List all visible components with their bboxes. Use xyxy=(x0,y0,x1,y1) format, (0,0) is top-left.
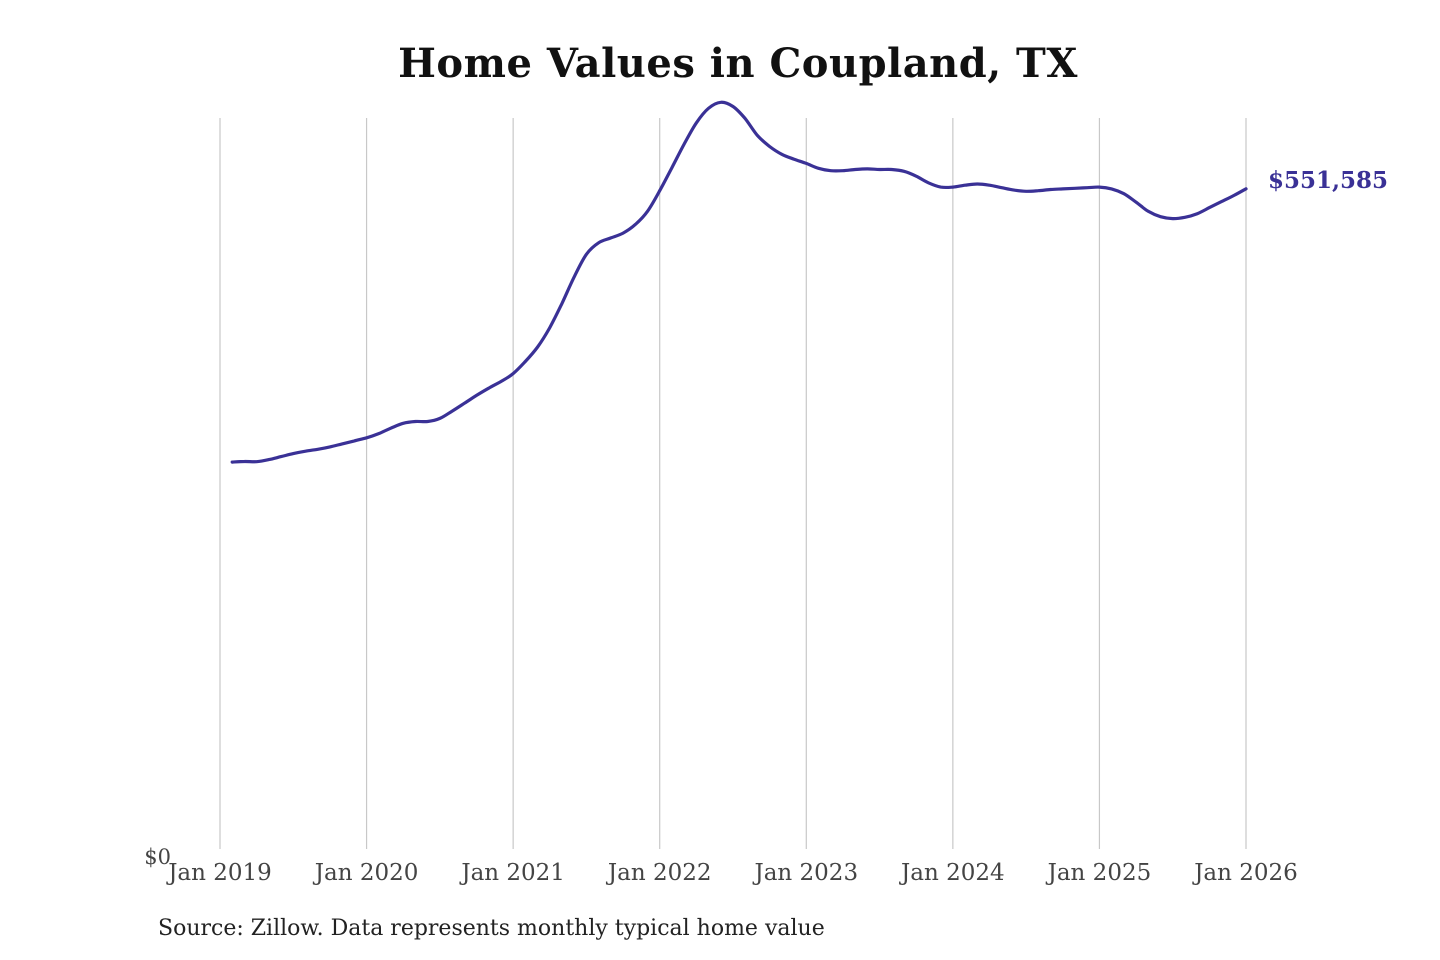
chart-title: Home Values in Coupland, TX xyxy=(398,40,1078,87)
x-tick-label: Jan 2022 xyxy=(606,860,712,886)
x-axis-ticks: Jan 2019 Jan 2020 Jan 2021 Jan 2022 Jan 2023… xyxy=(166,860,1298,886)
x-tick-label: Jan 2026 xyxy=(1192,860,1298,886)
grid-lines xyxy=(219,118,1247,849)
x-tick-label: Jan 2025 xyxy=(1046,860,1152,886)
line-chart: Jan 2019 Jan 2020 Jan 2021 Jan 2022 Jan 2023… xyxy=(144,100,1388,886)
source-note: Source: Zillow. Data represents monthly … xyxy=(158,916,825,941)
end-labels: $551,585 xyxy=(1268,167,1388,194)
y-axis-ticks: $0 xyxy=(144,845,171,869)
y-tick-label: $0 xyxy=(144,845,171,869)
x-tick-label: Jan 2020 xyxy=(313,860,419,886)
series-layer xyxy=(230,100,1248,464)
x-tick-label: Jan 2019 xyxy=(166,860,272,886)
x-tick-label: Jan 2024 xyxy=(899,860,1005,886)
x-tick-label: Jan 2021 xyxy=(459,860,565,886)
x-tick-label: Jan 2023 xyxy=(752,860,858,886)
series-line-0 xyxy=(230,100,1248,464)
end-value-label: $551,585 xyxy=(1268,167,1388,194)
